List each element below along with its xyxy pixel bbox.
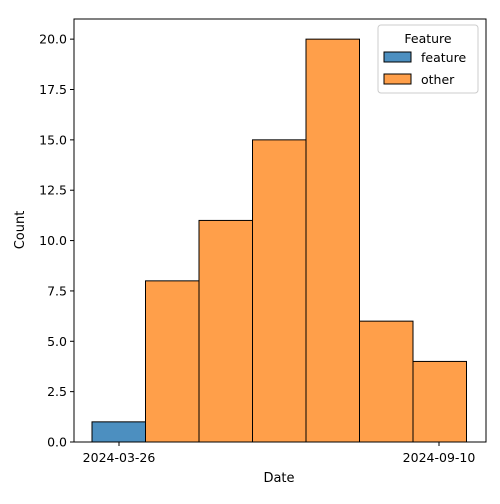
legend: Feature feature other [377,24,479,94]
bars-layer [91,38,467,443]
legend-entry-feature: feature [421,50,466,65]
y-tick-label: 2.5 [47,384,67,399]
y-tick-label: 20.0 [39,32,67,47]
y-axis-label: Count [13,211,28,250]
bar-other-1 [145,280,200,443]
x-tick-label: 2024-09-10 [403,450,476,465]
bar-other-6 [412,360,467,443]
y-tick-label: 5.0 [47,334,67,349]
legend-swatch-other [383,73,412,85]
bar-other-4 [305,38,360,443]
y-tick-label: 10.0 [39,233,67,248]
bar-other-5 [359,320,414,443]
y-tick-label: 0.0 [47,435,67,450]
bar-feature-0 [91,421,146,443]
y-axis-ticks: 0.0 2.5 5.0 7.5 10.0 12.5 15.0 17.5 20.0 [39,32,74,450]
x-tick-label: 2024-03-26 [83,450,156,465]
y-tick-label: 7.5 [47,283,67,298]
bar-other-2 [198,219,253,443]
y-tick-label: 17.5 [39,82,67,97]
legend-entry-other: other [421,72,455,87]
x-axis-label: Date [263,471,294,486]
bar-other-3 [252,139,307,443]
plot-frame [73,18,487,443]
legend-swatch-feature [383,51,412,63]
legend-title: Feature [404,31,452,46]
y-tick-label: 12.5 [39,183,67,198]
x-axis-ticks: 2024-03-26 2024-09-10 [83,442,476,465]
y-tick-label: 15.0 [39,132,67,147]
